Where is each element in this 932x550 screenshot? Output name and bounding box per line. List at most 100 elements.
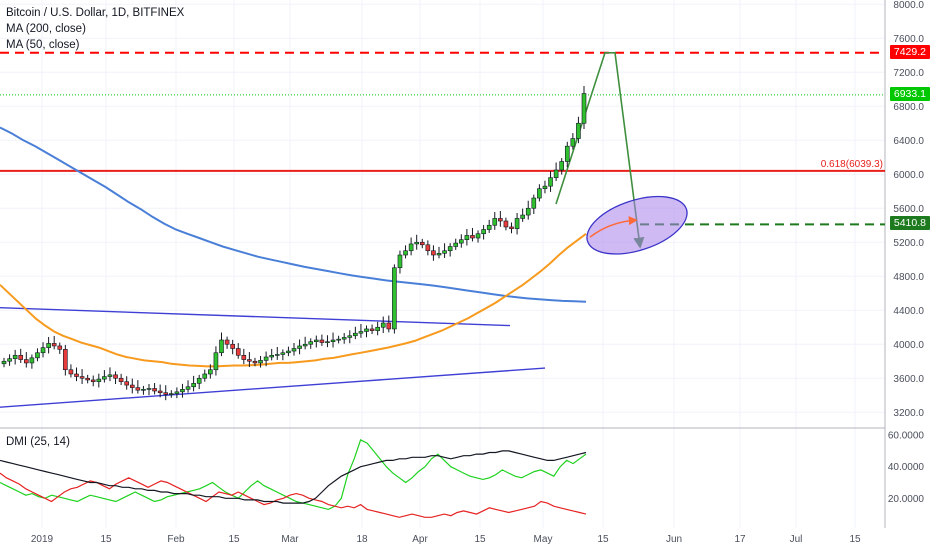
candle-body — [314, 339, 319, 342]
dmi-tick-label: 40.0000 — [888, 462, 925, 473]
time-axis[interactable]: 2019 15 Feb 15 Mar 18 Apr 15 May 15 Jun 17 Jul 15 — [31, 534, 861, 545]
x-tick-label: 15 — [100, 534, 112, 545]
y-tick-label: 6800.0 — [893, 102, 924, 113]
candle-body — [297, 345, 302, 349]
chart-title[interactable]: Bitcoin / U.S. Dollar, 1D, BITFINEX — [6, 7, 185, 19]
candle-body — [503, 220, 509, 228]
candle-body — [247, 359, 252, 362]
indicator-ma50[interactable]: MA (50, close) — [6, 39, 80, 51]
x-tick-label: 15 — [228, 534, 240, 545]
y-tick-label: 5200.0 — [893, 238, 924, 249]
candle-body — [481, 229, 486, 235]
triangle-lower-line — [0, 367, 546, 408]
price-axis[interactable]: 8000.0 7600.0 7200.0 6800.0 6400.0 6000.0 5600… — [888, 0, 925, 505]
x-tick-label: Jun — [666, 534, 682, 545]
x-tick-label: May — [534, 534, 553, 545]
candle-body — [470, 235, 475, 239]
candle-body — [252, 360, 258, 364]
candle-body — [498, 218, 503, 222]
triangle-upper-line — [0, 307, 511, 327]
candle-body — [453, 242, 459, 247]
x-tick-label: Mar — [281, 534, 299, 545]
candle-body — [403, 250, 408, 256]
y-tick-label: 4400.0 — [893, 306, 924, 317]
dmi-tick-label: 60.0000 — [888, 431, 925, 442]
candle-body — [358, 331, 364, 334]
y-tick-label: 3600.0 — [893, 374, 924, 385]
candle-body — [241, 354, 247, 360]
candle-body — [553, 169, 559, 178]
candle-body — [531, 197, 537, 209]
candle-body — [224, 339, 230, 345]
legend: Bitcoin / U.S. Dollar, 1D, BITFINEX MA (… — [6, 5, 184, 53]
candle-body — [163, 392, 169, 395]
candle-body — [464, 235, 470, 240]
dmi-tick-label: 20.0000 — [888, 494, 925, 505]
candle-body — [85, 377, 90, 381]
price-tag-target: 7429.2 — [889, 44, 930, 59]
candle-body — [419, 241, 425, 246]
candle-body — [107, 374, 113, 377]
y-tick-label: 7200.0 — [893, 68, 924, 79]
candle-body — [280, 352, 286, 355]
candle-body — [269, 354, 274, 358]
candle-body — [364, 328, 369, 332]
ma50-line — [0, 233, 587, 368]
x-tick-label: Feb — [167, 534, 185, 545]
candle-body — [29, 357, 35, 364]
candle-body — [576, 122, 581, 139]
candle-body — [51, 343, 57, 347]
candle-body — [129, 384, 135, 388]
dmi-adx-line — [0, 450, 587, 504]
candle-body — [520, 214, 525, 219]
candle-body — [152, 388, 157, 392]
candle-body — [157, 390, 163, 393]
candle-body — [537, 188, 542, 199]
candle-body — [525, 207, 531, 216]
candle-body — [559, 161, 564, 171]
candle-body — [353, 332, 358, 337]
candle-body — [431, 250, 436, 256]
candle-body — [191, 383, 196, 388]
candle-body — [113, 374, 118, 379]
candle-body — [436, 253, 442, 256]
candle-body — [509, 226, 514, 229]
candle-body — [202, 373, 208, 379]
x-tick-label: 15 — [597, 534, 609, 545]
candle-body — [230, 343, 235, 349]
candle-body — [341, 337, 347, 340]
price-tag-current: 6933.1 — [889, 86, 930, 101]
candle-body — [330, 339, 336, 342]
dmi-label[interactable]: DMI (25, 14) — [6, 436, 70, 448]
x-tick-label: 2019 — [31, 534, 54, 545]
candle-body — [208, 369, 213, 375]
candle-body — [375, 326, 380, 331]
candle-body — [18, 354, 24, 360]
candle-body — [96, 378, 102, 382]
candle-body — [196, 377, 202, 384]
candle-body — [369, 328, 375, 331]
candle-body — [475, 233, 481, 239]
candle-body — [35, 352, 40, 359]
y-tick-label: 6400.0 — [893, 136, 924, 147]
indicator-ma200[interactable]: MA (200, close) — [6, 23, 86, 35]
candle-body — [459, 239, 464, 244]
x-tick-label: 18 — [356, 534, 368, 545]
candle-body — [392, 267, 397, 330]
candle-body — [347, 335, 353, 338]
candle-body — [570, 138, 576, 147]
candle-body — [46, 343, 51, 348]
x-tick-label: Apr — [412, 534, 428, 545]
candle-body — [7, 358, 12, 362]
candle-body — [63, 349, 68, 371]
candle-body — [286, 350, 291, 354]
candle-body — [24, 359, 29, 364]
y-tick-label: 4000.0 — [893, 340, 924, 351]
candle-body — [118, 377, 124, 382]
price-tag-support: 5410.8 — [889, 216, 930, 231]
dmi-pane — [0, 439, 587, 518]
candle-body — [319, 339, 325, 343]
candle-body — [258, 360, 263, 364]
candle-body — [442, 250, 447, 254]
